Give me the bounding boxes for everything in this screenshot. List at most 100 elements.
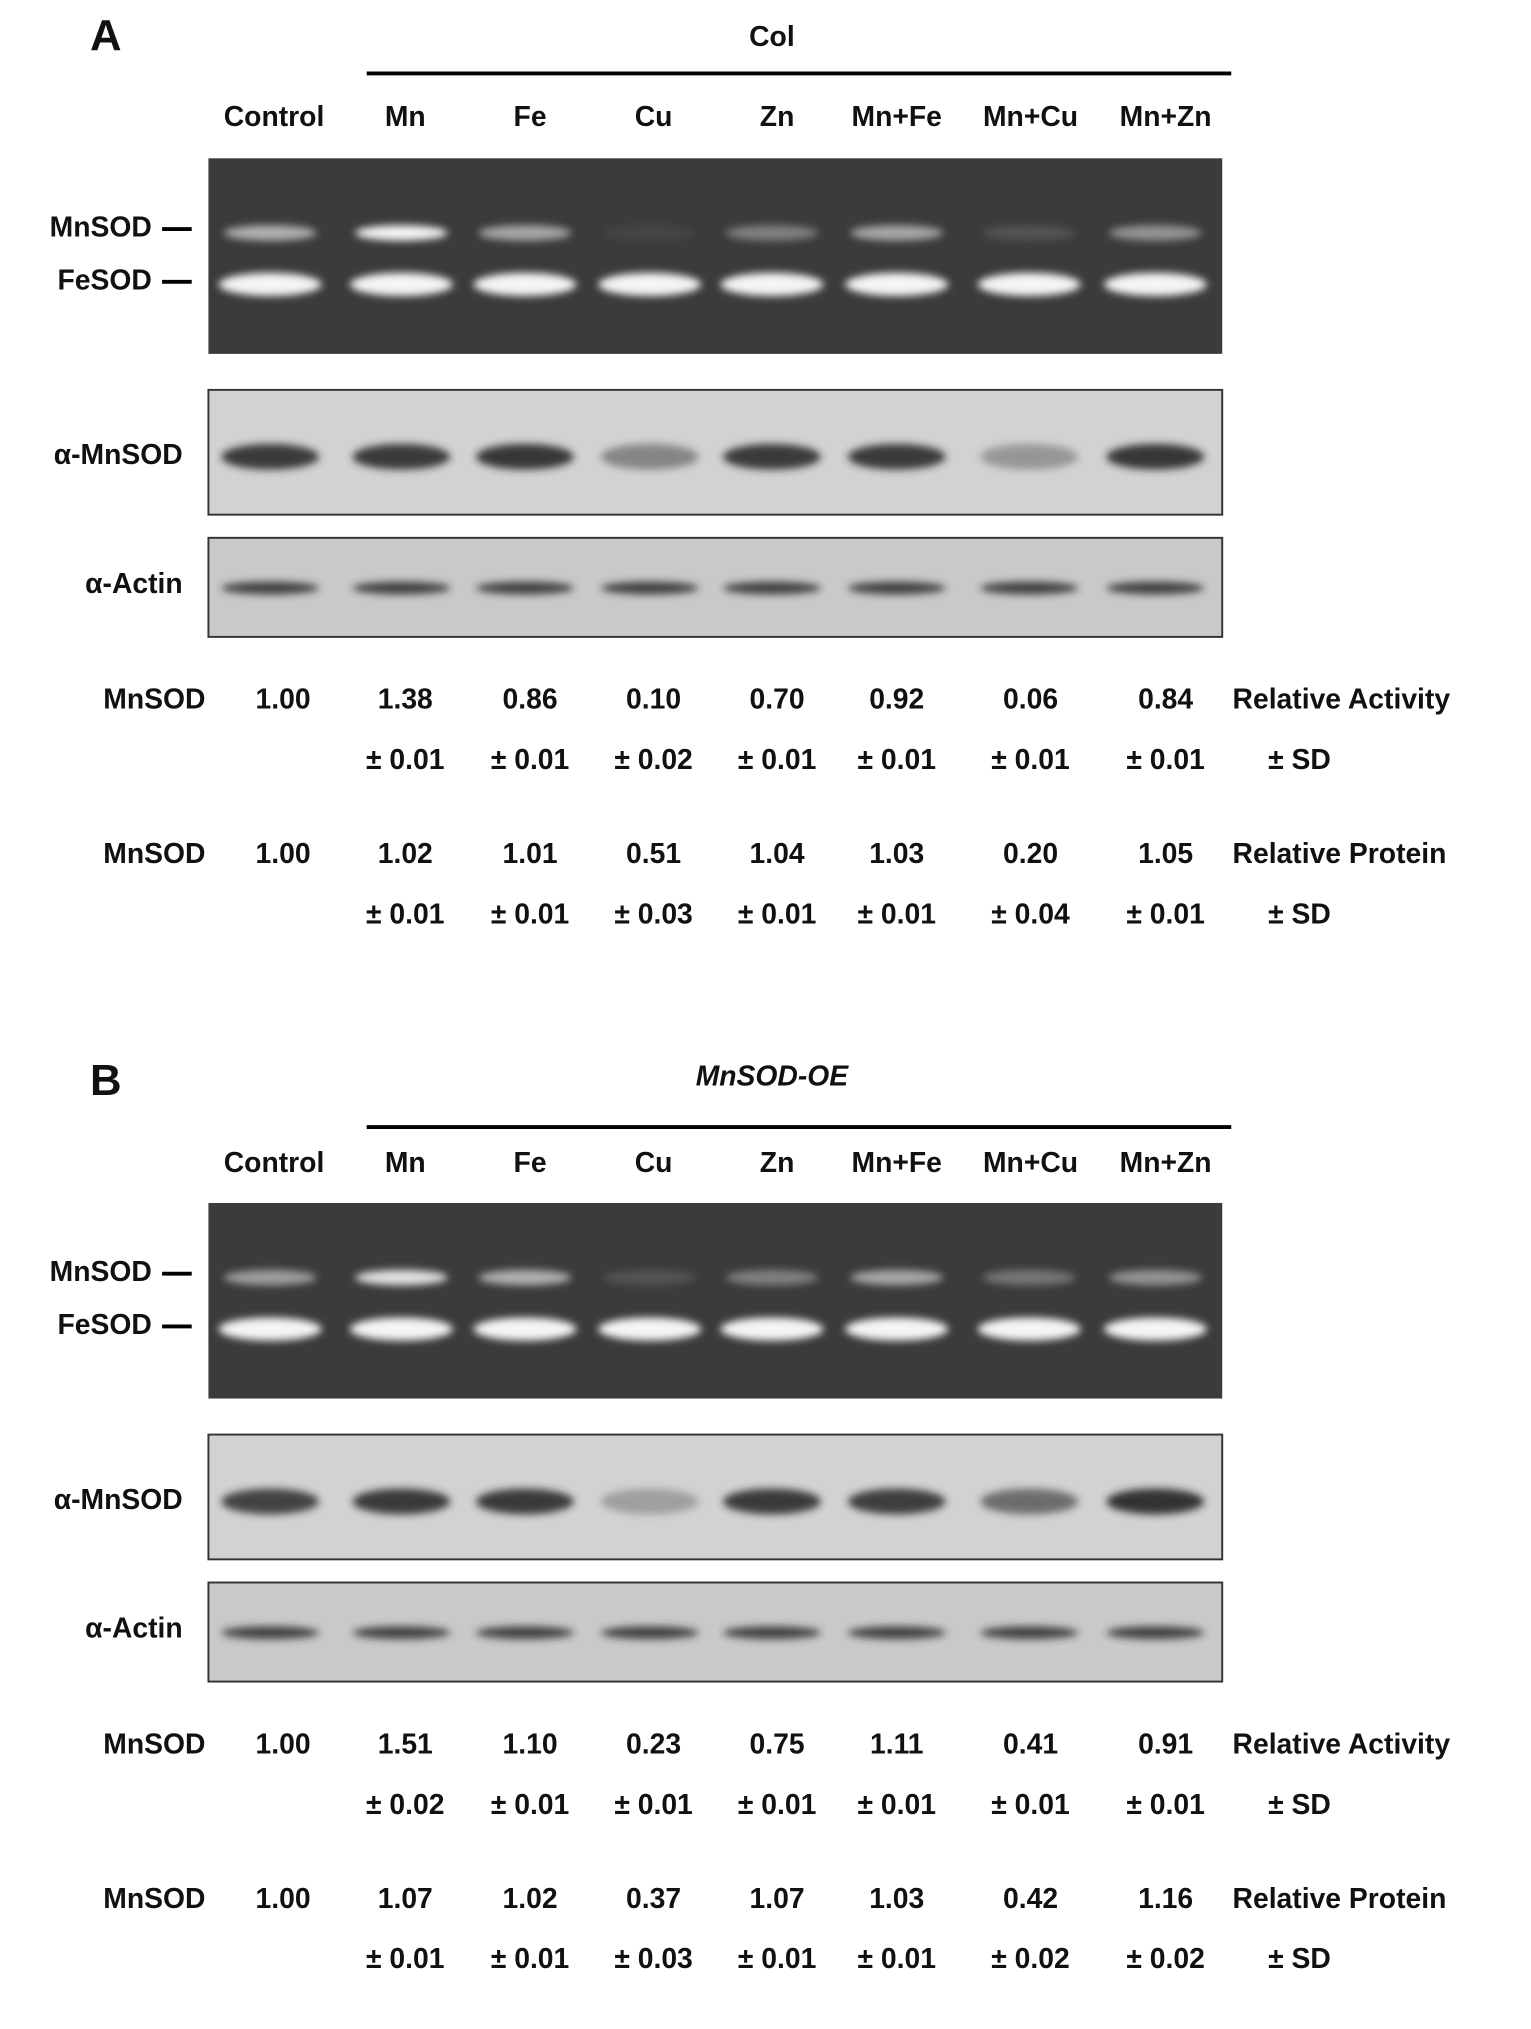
measure-label: Relative Activity bbox=[1233, 1727, 1451, 1759]
sd-value: ± 0.02 bbox=[614, 743, 692, 775]
blot-band bbox=[980, 443, 1079, 470]
sd-value: ± 0.01 bbox=[366, 898, 444, 930]
activity-gel bbox=[208, 1202, 1223, 1399]
relative-value: 1.07 bbox=[378, 1882, 433, 1914]
sd-label: ± SD bbox=[1268, 1942, 1331, 1974]
blot-band bbox=[723, 1488, 821, 1515]
relative-value: 0.37 bbox=[626, 1882, 681, 1914]
lane-label: Control bbox=[224, 1146, 325, 1178]
panel: B MnSOD-OE Control Mn Fe Cu Zn Mn+Fe Mn+Cu Mn+Zn M… bbox=[50, 1056, 1451, 1974]
mnsod-band bbox=[982, 1269, 1076, 1286]
control-value: 1.00 bbox=[256, 1727, 311, 1759]
sd-value: ± 0.01 bbox=[1126, 898, 1204, 930]
blot-band bbox=[352, 1626, 451, 1640]
lane-label: Mn+Cu bbox=[983, 100, 1078, 132]
relative-value: 1.02 bbox=[378, 837, 433, 869]
blot-band bbox=[847, 443, 946, 470]
blot-label: α-Actin bbox=[85, 567, 183, 599]
blot-band bbox=[221, 443, 320, 470]
blot-band bbox=[600, 1626, 699, 1640]
sd-value: ± 0.02 bbox=[991, 1942, 1069, 1974]
group-label: Col bbox=[749, 20, 795, 52]
blot-band bbox=[352, 581, 451, 595]
mnsod-band bbox=[603, 225, 697, 241]
lane-label: Fe bbox=[514, 100, 547, 132]
relative-value: 1.03 bbox=[869, 1882, 924, 1914]
fesod-band bbox=[349, 272, 453, 296]
mnsod-band bbox=[355, 1269, 448, 1286]
relative-value: 0.84 bbox=[1138, 683, 1193, 715]
control-value: 1.00 bbox=[256, 1882, 311, 1914]
blot-band bbox=[600, 443, 699, 470]
relative-value: 0.06 bbox=[1003, 683, 1058, 715]
blot-label: α-Actin bbox=[85, 1612, 183, 1644]
relative-value: 0.91 bbox=[1138, 1727, 1193, 1759]
lane-label: Mn+Zn bbox=[1120, 1146, 1212, 1178]
blot-band bbox=[723, 443, 821, 470]
blot-band bbox=[723, 1626, 821, 1640]
relative-value: 1.07 bbox=[750, 1882, 805, 1914]
lane-label: Cu bbox=[635, 100, 673, 132]
relative-value: 0.75 bbox=[750, 1727, 805, 1759]
mnsod-band bbox=[725, 225, 819, 241]
fesod-band bbox=[598, 1317, 702, 1341]
mnsod-band bbox=[223, 1269, 317, 1286]
blot-band bbox=[352, 443, 451, 470]
fesod-band bbox=[977, 272, 1081, 296]
mnsod-band bbox=[478, 225, 572, 241]
protein-label: MnSOD bbox=[103, 683, 205, 715]
fesod-band bbox=[473, 1317, 577, 1341]
sd-value: ± 0.01 bbox=[491, 743, 569, 775]
mnsod-band bbox=[850, 225, 944, 241]
blot-band bbox=[221, 1626, 320, 1640]
lane-label: Cu bbox=[635, 1146, 673, 1178]
protein-label: MnSOD bbox=[103, 837, 205, 869]
band-label: FeSOD bbox=[57, 263, 151, 295]
lane-label: Zn bbox=[760, 1146, 795, 1178]
sd-value: ± 0.01 bbox=[991, 743, 1069, 775]
control-value: 1.00 bbox=[256, 837, 311, 869]
blot-band bbox=[1106, 1626, 1205, 1640]
blot-band bbox=[847, 1626, 946, 1640]
sd-value: ± 0.03 bbox=[614, 1942, 692, 1974]
relative-value: 1.05 bbox=[1138, 837, 1193, 869]
measure-label: Relative Activity bbox=[1233, 683, 1451, 715]
relative-value: 1.02 bbox=[503, 1882, 558, 1914]
sd-value: ± 0.01 bbox=[491, 1788, 569, 1820]
relative-value: 1.03 bbox=[869, 837, 924, 869]
fesod-band bbox=[1103, 272, 1207, 296]
blot-band bbox=[476, 1488, 574, 1515]
blot-band bbox=[980, 1626, 1079, 1640]
relative-value: 1.11 bbox=[870, 1727, 924, 1759]
band-label: FeSOD bbox=[57, 1308, 151, 1340]
protein-label: MnSOD bbox=[103, 1727, 205, 1759]
measure-label: Relative Protein bbox=[1233, 1882, 1447, 1914]
lane-label: Mn+Fe bbox=[852, 100, 942, 132]
blot-band bbox=[476, 1626, 574, 1640]
sd-value: ± 0.01 bbox=[738, 1942, 816, 1974]
fesod-band bbox=[218, 272, 322, 296]
relative-value: 0.86 bbox=[503, 683, 558, 715]
lane-label: Control bbox=[224, 100, 325, 132]
mnsod-band bbox=[725, 1269, 819, 1286]
fesod-band bbox=[845, 1317, 949, 1341]
relative-value: 0.10 bbox=[626, 683, 681, 715]
fesod-band bbox=[720, 272, 824, 296]
sd-value: ± 0.01 bbox=[366, 1942, 444, 1974]
protein-label: MnSOD bbox=[103, 1882, 205, 1914]
blot-band bbox=[476, 581, 574, 595]
mnsod-band bbox=[355, 225, 448, 241]
sd-value: ± 0.03 bbox=[614, 898, 692, 930]
mnsod-band bbox=[1109, 1269, 1202, 1286]
sd-value: ± 0.02 bbox=[366, 1788, 444, 1820]
mnsod-band bbox=[982, 225, 1076, 241]
relative-value: 1.10 bbox=[503, 1727, 558, 1759]
sd-value: ± 0.01 bbox=[738, 1788, 816, 1820]
relative-value: 0.42 bbox=[1003, 1882, 1058, 1914]
fesod-band bbox=[349, 1317, 453, 1341]
measure-label: Relative Protein bbox=[1233, 837, 1447, 869]
fesod-band bbox=[473, 272, 577, 296]
sd-value: ± 0.01 bbox=[991, 1788, 1069, 1820]
relative-value: 1.51 bbox=[378, 1727, 433, 1759]
